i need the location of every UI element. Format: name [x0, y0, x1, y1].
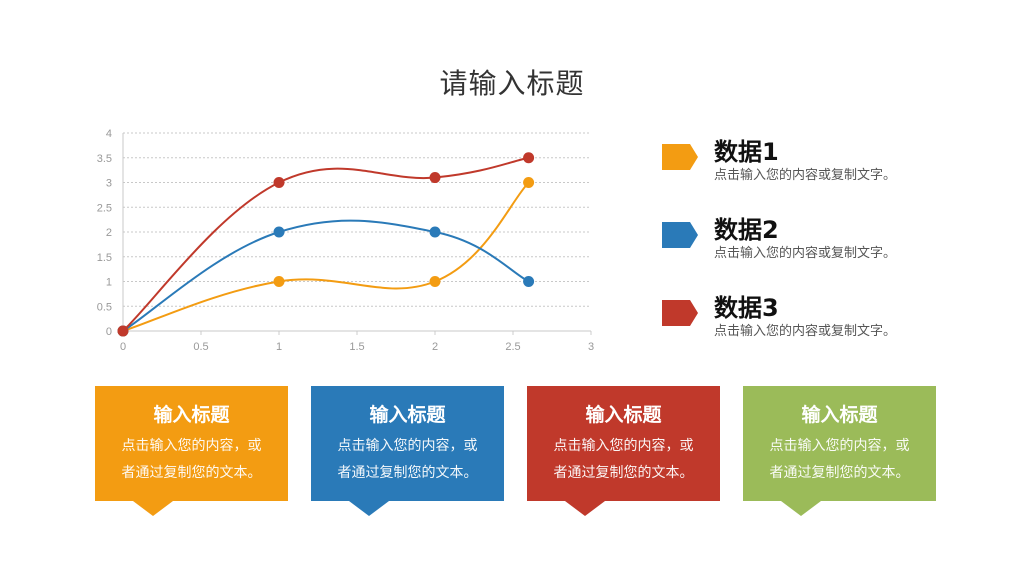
card-text-line: 者通过复制您的文本。: [553, 465, 694, 481]
legend-name: 数据3: [714, 294, 779, 322]
card-title: 输入标题: [801, 404, 878, 426]
data-point: [523, 152, 535, 164]
svg-text:0.5: 0.5: [97, 301, 112, 313]
data-point: [429, 172, 441, 184]
page-title: 请输入标题: [439, 67, 585, 100]
svg-text:2.5: 2.5: [97, 202, 112, 214]
series-line: [117, 152, 535, 337]
data-point: [429, 276, 441, 287]
svg-text:1: 1: [106, 277, 112, 289]
svg-text:3.5: 3.5: [97, 153, 112, 165]
card-pointer: [349, 501, 389, 516]
data-point: [273, 276, 285, 287]
card-title: 输入标题: [369, 404, 446, 426]
data-point: [117, 325, 129, 337]
info-card: 输入标题点击输入您的内容，或 者通过复制您的文本。: [311, 386, 504, 516]
card-text-line: 者通过复制您的文本。: [121, 465, 262, 481]
pentagon-tag-icon: [662, 222, 698, 248]
svg-text:0: 0: [120, 341, 126, 353]
legend-desc: 点击输入您的内容或复制文字。: [714, 246, 897, 261]
svg-text:3: 3: [106, 178, 112, 190]
pentagon-tag-icon: [662, 300, 698, 326]
svg-text:1: 1: [276, 341, 282, 353]
chart-tick-labels: 0 0.5 1 1.5 2 2.5 3 3.5 4 0 0.5 1 1.5 2 2.5 3: [97, 128, 594, 353]
card-text-line: 点击输入您的内容，或: [121, 438, 262, 454]
svg-text:0: 0: [106, 326, 112, 338]
series-line: [117, 219, 535, 337]
legend-desc: 点击输入您的内容或复制文字。: [714, 168, 897, 183]
legend-desc: 点击输入您的内容或复制文字。: [714, 324, 897, 339]
card-title: 输入标题: [585, 404, 662, 426]
data-point: [429, 226, 441, 238]
svg-text:0.5: 0.5: [193, 341, 208, 353]
card-pointer: [781, 501, 821, 516]
card-pointer: [565, 501, 605, 516]
card-text-line: 者通过复制您的文本。: [337, 465, 478, 481]
svg-text:2: 2: [432, 341, 438, 353]
data-point: [523, 177, 535, 188]
legend-name: 数据1: [714, 138, 779, 166]
card-text-line: 点击输入您的内容，或: [769, 438, 910, 454]
data-point: [273, 226, 285, 238]
info-card: 输入标题点击输入您的内容，或 者通过复制您的文本。: [743, 386, 936, 516]
card-text-line: 者通过复制您的文本。: [769, 465, 910, 481]
chart-grid: [123, 132, 591, 307]
card-title: 输入标题: [153, 404, 230, 426]
data-point: [523, 276, 535, 287]
svg-text:1.5: 1.5: [349, 341, 364, 353]
data-point: [273, 177, 285, 188]
card-text-line: 点击输入您的内容，或: [553, 438, 694, 454]
card-text-line: 点击输入您的内容，或: [337, 438, 478, 454]
svg-text:3: 3: [588, 341, 594, 353]
pentagon-tag-icon: [662, 144, 698, 170]
svg-text:4: 4: [106, 128, 112, 140]
legend-name: 数据2: [714, 216, 779, 244]
info-card: 输入标题点击输入您的内容，或 者通过复制您的文本。: [95, 386, 288, 516]
svg-text:2: 2: [106, 227, 112, 239]
svg-text:1.5: 1.5: [97, 252, 112, 264]
svg-text:2.5: 2.5: [505, 341, 520, 353]
card-pointer: [133, 501, 173, 516]
info-card: 输入标题点击输入您的内容，或 者通过复制您的文本。: [527, 386, 720, 516]
chart-series: [117, 152, 535, 337]
